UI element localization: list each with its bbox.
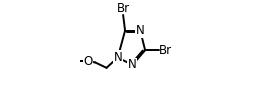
Text: Br: Br	[117, 1, 130, 14]
Text: N: N	[128, 58, 137, 71]
Text: O: O	[83, 55, 93, 68]
Text: N: N	[136, 24, 145, 37]
Text: Br: Br	[159, 44, 172, 57]
Text: N: N	[113, 51, 122, 64]
